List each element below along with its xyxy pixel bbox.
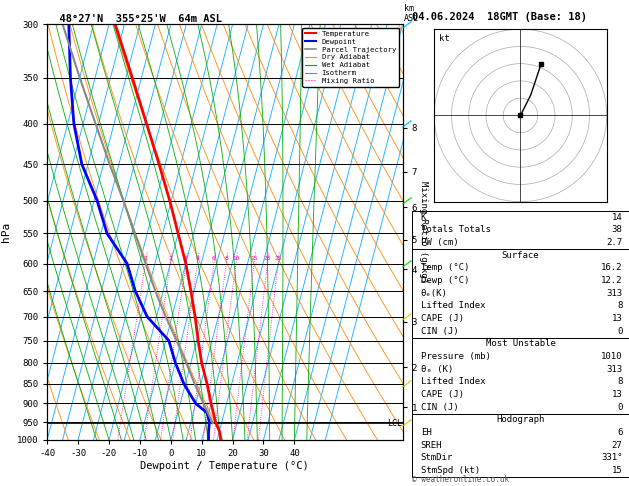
Text: 2.7: 2.7 [606,238,623,247]
Text: 3: 3 [184,257,188,261]
Bar [412,210,629,249]
Text: K: K [421,212,426,222]
Text: 25: 25 [274,257,282,261]
Text: 0: 0 [617,327,623,336]
Bar [412,337,629,414]
Text: 313: 313 [606,364,623,374]
Text: 13: 13 [612,390,623,399]
Text: 15: 15 [250,257,258,261]
Text: km
ASL: km ASL [404,4,419,23]
Text: 4: 4 [196,257,199,261]
Text: Lifted Index: Lifted Index [421,378,485,386]
Text: 2: 2 [169,257,172,261]
Text: 16.2: 16.2 [601,263,623,272]
Text: 13: 13 [612,314,623,323]
Text: θₑ(K): θₑ(K) [421,289,448,297]
Text: /: / [399,309,412,324]
Text: Lifted Index: Lifted Index [421,301,485,310]
Text: 0: 0 [617,403,623,412]
Text: 15: 15 [612,466,623,475]
Text: /: / [399,256,412,271]
Text: 04.06.2024  18GMT (Base: 18): 04.06.2024 18GMT (Base: 18) [412,12,587,22]
Text: 1: 1 [143,257,147,261]
Text: Most Unstable: Most Unstable [486,339,555,348]
Bar [412,249,629,337]
Text: Hodograph: Hodograph [496,416,545,424]
Text: 10: 10 [232,257,240,261]
Text: /: / [399,193,412,208]
Text: 8: 8 [617,378,623,386]
Text: 48°27'N  355°25'W  64m ASL: 48°27'N 355°25'W 64m ASL [47,14,222,23]
Text: SREH: SREH [421,441,442,450]
Text: Surface: Surface [502,251,539,260]
Text: 6: 6 [212,257,216,261]
Text: /: / [399,376,412,391]
Y-axis label: hPa: hPa [1,222,11,242]
Text: CIN (J): CIN (J) [421,327,459,336]
Text: 313: 313 [606,289,623,297]
Text: StmSpd (kt): StmSpd (kt) [421,466,480,475]
Text: kt: kt [440,35,450,43]
Text: CIN (J): CIN (J) [421,403,459,412]
Text: 14: 14 [612,212,623,222]
Text: CAPE (J): CAPE (J) [421,390,464,399]
Text: Temp (°C): Temp (°C) [421,263,469,272]
Text: EH: EH [421,428,431,437]
Text: 20: 20 [264,257,271,261]
Text: 6: 6 [617,428,623,437]
Text: Pressure (mb): Pressure (mb) [421,352,491,361]
Text: Totals Totals: Totals Totals [421,225,491,234]
Text: θₑ (K): θₑ (K) [421,364,453,374]
Legend: Temperature, Dewpoint, Parcel Trajectory, Dry Adiabat, Wet Adiabat, Isotherm, Mi: Temperature, Dewpoint, Parcel Trajectory… [302,28,399,87]
Text: 27: 27 [612,441,623,450]
Y-axis label: Mixing Ratio (g/kg): Mixing Ratio (g/kg) [419,181,428,283]
Text: StmDir: StmDir [421,453,453,463]
X-axis label: Dewpoint / Temperature (°C): Dewpoint / Temperature (°C) [140,461,309,470]
Text: /: / [399,17,412,32]
Text: /: / [399,116,412,131]
Text: Dewp (°C): Dewp (°C) [421,276,469,285]
Text: 12.2: 12.2 [601,276,623,285]
Text: 8: 8 [225,257,228,261]
Text: /: / [399,415,412,430]
Text: LCL: LCL [387,419,402,428]
Text: 1010: 1010 [601,352,623,361]
Text: © weatheronline.co.uk: © weatheronline.co.uk [412,474,509,484]
Text: 331°: 331° [601,453,623,463]
Text: CAPE (J): CAPE (J) [421,314,464,323]
Text: PW (cm): PW (cm) [421,238,459,247]
Text: 38: 38 [612,225,623,234]
Text: 8: 8 [617,301,623,310]
Bar [412,414,629,477]
